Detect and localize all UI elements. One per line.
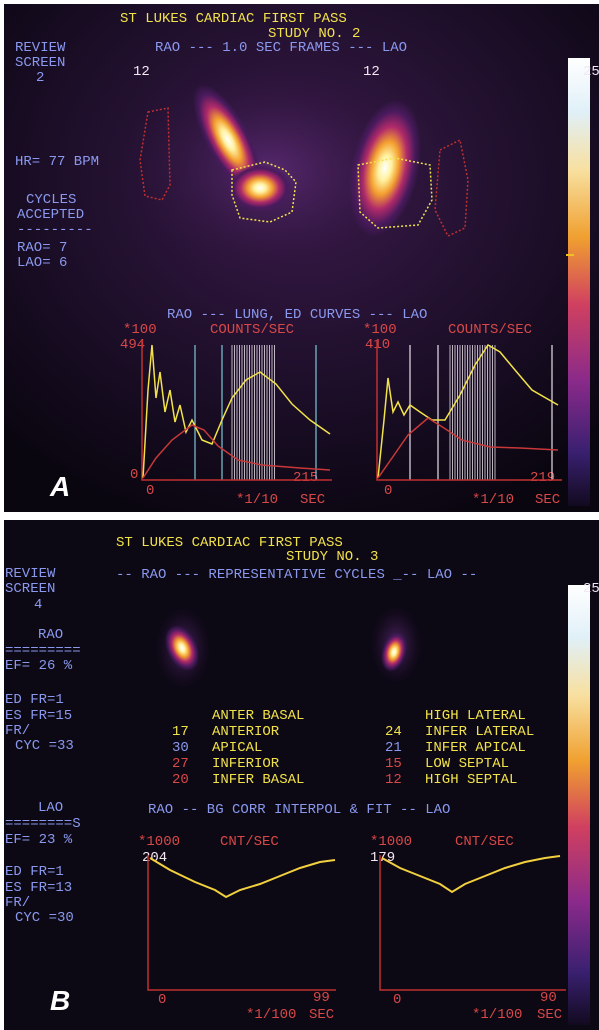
segment-value: 24: [385, 724, 402, 740]
x-unit-label: SEC: [535, 492, 560, 508]
cycles-line: ACCEPTED: [17, 207, 84, 223]
segment-label: INFER BASAL: [212, 772, 304, 788]
color-scale: [568, 585, 590, 1025]
segment-label: ANTER BASAL: [212, 708, 304, 724]
x-min: 0: [384, 483, 392, 499]
segment-label: LOW SEPTAL: [425, 756, 509, 772]
multiplier: *100: [123, 322, 157, 338]
segment-label: HIGH LATERAL: [425, 708, 526, 724]
segment-value: 20: [172, 772, 189, 788]
x-min: 0: [146, 483, 154, 499]
rule: ========S: [5, 816, 81, 832]
x-max: 90: [540, 990, 557, 1006]
y-max: 204: [142, 850, 167, 866]
heart-rate: HR= 77 BPM: [15, 154, 99, 170]
units: CNT/SEC: [220, 834, 279, 850]
segment-value: 27: [172, 756, 189, 772]
x-units: *1/100: [246, 1007, 296, 1023]
heart-image-rao-ventricle: [228, 164, 292, 212]
rule: =========: [5, 643, 81, 659]
x-min: 0: [158, 992, 166, 1008]
screen-line: REVIEW: [5, 566, 56, 582]
x-min: 0: [393, 992, 401, 1008]
screen-line: SCREEN: [15, 55, 65, 71]
cycles-line: LAO= 6: [17, 255, 67, 271]
multiplier: *1000: [138, 834, 180, 850]
multiplier: *1000: [370, 834, 412, 850]
frame-label: 12: [363, 64, 380, 80]
x-max: 99: [313, 990, 330, 1006]
segment-value: 12: [385, 772, 402, 788]
x-units: *1/100: [472, 1007, 522, 1023]
frame-info: FR/: [5, 895, 30, 911]
x-units: *1/10: [236, 492, 278, 508]
view-name: RAO: [38, 627, 63, 643]
cycles-line: CYCLES: [26, 192, 76, 208]
color-scale: [568, 58, 590, 506]
segment-label: INFER LATERAL: [425, 724, 534, 740]
frame-info: ES FR=15: [5, 708, 72, 724]
x-max: 215: [293, 470, 318, 486]
x-units: *1/10: [472, 492, 514, 508]
y-min: 0: [130, 467, 138, 483]
ejection-fraction: EF= 26 %: [5, 658, 73, 674]
cycles-line: ---------: [17, 222, 93, 238]
frame-info: ED FR=1: [5, 864, 64, 880]
frame-label: 12: [133, 64, 150, 80]
screen-line: 4: [34, 597, 42, 613]
x-unit-label: SEC: [309, 1007, 334, 1023]
frame-info: CYC =30: [15, 910, 74, 926]
view-name: LAO: [38, 800, 63, 816]
segment-label: HIGH SEPTAL: [425, 772, 517, 788]
segment-label: INFERIOR: [212, 756, 280, 772]
segment-value: 15: [385, 756, 402, 772]
screen-line: REVIEW: [15, 40, 66, 56]
panel-label: B: [50, 985, 70, 1016]
ejection-fraction: EF= 23 %: [5, 832, 73, 848]
cycles-header: -- RAO --- REPRESENTATIVE CYCLES _-- LAO…: [116, 567, 477, 583]
units: COUNTS/SEC: [448, 322, 532, 338]
x-unit-label: SEC: [537, 1007, 562, 1023]
segment-label: INFER APICAL: [425, 740, 526, 756]
frame-info: CYC =33: [15, 738, 74, 754]
multiplier: *100: [363, 322, 397, 338]
units: COUNTS/SEC: [210, 322, 294, 338]
panel-label: A: [49, 471, 70, 502]
cycles-line: RAO= 7: [17, 240, 67, 256]
screen-line: 2: [36, 70, 44, 86]
frame-info: ED FR=1: [5, 692, 64, 708]
scale-max: 25: [583, 581, 599, 597]
screen-line: SCREEN: [5, 581, 55, 597]
fit-header: RAO -- BG CORR INTERPOL & FIT -- LAO: [148, 802, 450, 818]
title: ST LUKES CARDIAC FIRST PASS: [120, 11, 347, 27]
curves-header: RAO --- LUNG, ED CURVES --- LAO: [167, 307, 427, 323]
units: CNT/SEC: [455, 834, 514, 850]
study: STUDY NO. 3: [286, 549, 378, 565]
frame-info: ES FR=13: [5, 880, 72, 896]
segment-value: 21: [385, 740, 402, 756]
x-unit-label: SEC: [300, 492, 325, 508]
segment-value: 30: [172, 740, 189, 756]
review-screens: ST LUKES CARDIAC FIRST PASS STUDY NO. 2 …: [0, 0, 599, 1030]
segment-value: 17: [172, 724, 189, 740]
segment-label: APICAL: [212, 740, 262, 756]
segment-label: ANTERIOR: [212, 724, 280, 740]
frame-info: FR/: [5, 723, 30, 739]
scale-max: 25: [583, 64, 599, 80]
frames-header: RAO --- 1.0 SEC FRAMES --- LAO: [155, 40, 407, 56]
